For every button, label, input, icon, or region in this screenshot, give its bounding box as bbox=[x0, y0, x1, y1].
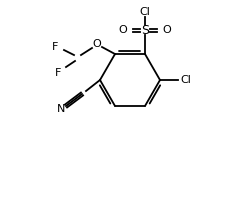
Text: O: O bbox=[92, 39, 101, 49]
Text: F: F bbox=[52, 42, 58, 52]
Text: Cl: Cl bbox=[180, 75, 191, 85]
Text: N: N bbox=[56, 104, 65, 114]
Text: O: O bbox=[162, 25, 171, 35]
Text: O: O bbox=[118, 25, 127, 35]
Text: Cl: Cl bbox=[139, 7, 150, 17]
Text: S: S bbox=[140, 24, 148, 36]
Text: F: F bbox=[55, 68, 61, 78]
